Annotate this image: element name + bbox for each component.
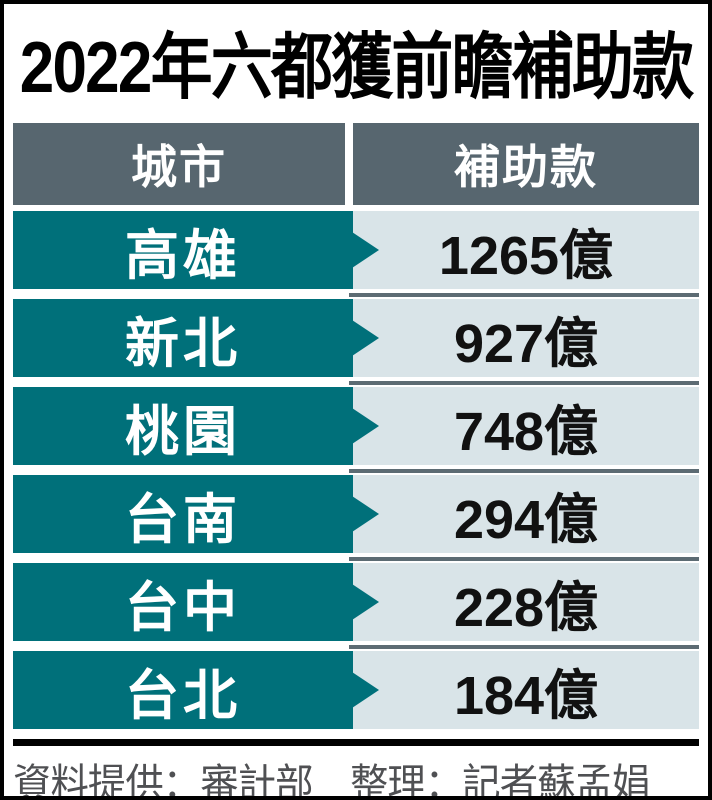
arrow-right-icon [352,320,379,356]
city-label: 高雄 [125,225,241,286]
amount-value: 184億 [453,665,599,726]
credit-line-text: 資料提供：審計部 整理：記者蘇孟娟 [13,762,650,800]
amount-cell: 228億 [349,563,699,649]
table-row: 台北 184億 [13,651,699,729]
amount-value: 748億 [453,401,599,462]
amount-cell: 184億 [353,651,699,729]
amount-cell: 1265億 [349,211,699,297]
table-row: 新北 927億 [13,299,699,385]
arrow-right-icon [352,408,379,444]
column-header-amount: 補助款 [353,123,699,205]
arrow-right-icon [352,232,379,268]
table-row: 桃園 748億 [13,387,699,473]
amount-cell: 294億 [349,475,699,561]
city-cell: 台南 [13,475,379,553]
amount-value: 1265億 [438,225,614,286]
city-cell: 桃園 [13,387,379,465]
arrow-right-icon [352,672,379,708]
city-label: 新北 [125,313,241,374]
table-row: 台中 228億 [13,563,699,649]
city-cell: 高雄 [13,211,379,289]
table-row: 高雄 1265億 [13,211,699,297]
table-header-row: 城市 補助款 [13,123,699,205]
city-cell: 新北 [13,299,379,377]
city-label: 台北 [125,665,241,726]
amount-value: 927億 [453,313,599,374]
page-title-text: 2022年六都獲前瞻補助款 [19,28,694,108]
amount-cell: 927億 [349,299,699,385]
city-label: 台中 [125,577,241,638]
table-body: 高雄 1265億 新北 927億 桃園 748億 [13,211,699,729]
credit-line: 資料提供：審計部 整理：記者蘇孟娟 [13,754,699,800]
arrow-right-icon [352,496,379,532]
arrow-right-icon [352,584,379,620]
amount-value: 228億 [453,577,599,638]
city-cell: 台北 [13,651,379,729]
bottom-rule [13,739,699,746]
city-label: 台南 [125,489,241,550]
column-header-city: 城市 [13,123,345,205]
amount-cell: 748億 [349,387,699,473]
city-cell: 台中 [13,563,379,641]
page-title: 2022年六都獲前瞻補助款 [13,13,699,123]
amount-value: 294億 [453,489,599,550]
city-label: 桃園 [125,401,241,462]
table-row: 台南 294億 [13,475,699,561]
